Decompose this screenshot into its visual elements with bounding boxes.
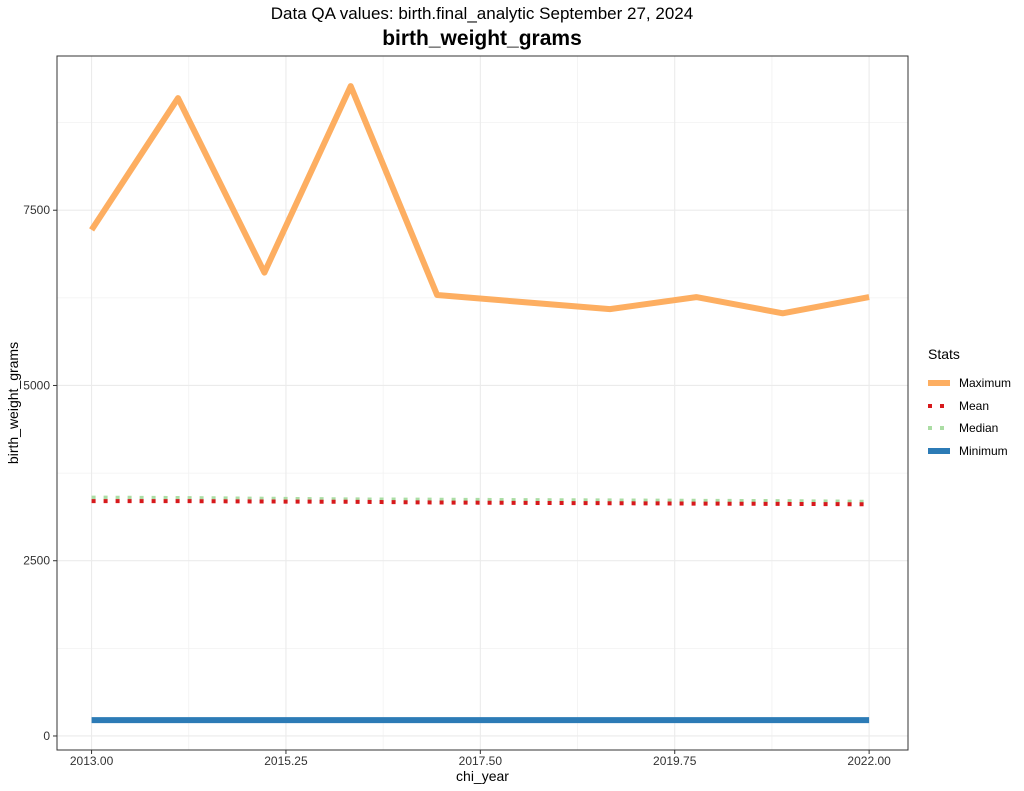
y-tick-label: 7500: [23, 203, 50, 217]
legend-label-minimum: Minimum: [959, 443, 1008, 458]
legend-item-minimum: Minimum: [928, 440, 1011, 463]
y-axis-title: birth_weight_grams: [5, 342, 21, 464]
legend-key-median: [928, 422, 950, 434]
legend-items: Maximum Mean Median Minimum: [928, 372, 1011, 462]
legend-title: Stats: [928, 346, 960, 362]
legend: Stats Maximum Mean Median Minimum: [928, 346, 1011, 462]
legend-item-median: Median: [928, 417, 1011, 440]
legend-label-maximum: Maximum: [959, 376, 1012, 391]
chart-title: birth_weight_grams: [382, 27, 582, 50]
chart-subtitle: Data QA values: birth.final_analytic Sep…: [270, 4, 694, 23]
y-tick-label: 5000: [23, 378, 50, 392]
legend-item-maximum: Maximum: [928, 372, 1011, 395]
y-tick-label: 0: [43, 729, 50, 743]
x-tick-label: 2022.00: [847, 754, 891, 768]
legend-key-maximum: [928, 377, 950, 389]
x-tick-label: 2017.50: [459, 754, 503, 768]
y-tick-label: 2500: [23, 554, 50, 568]
legend-item-mean: Mean: [928, 395, 1011, 418]
series-line-maximum: [89, 83, 870, 317]
legend-label-median: Median: [959, 421, 999, 436]
x-tick-label: 2019.75: [653, 754, 697, 768]
legend-label-mean: Mean: [959, 398, 990, 413]
x-tick-label: 2013.00: [70, 754, 114, 768]
x-tick-label: 2015.25: [264, 754, 308, 768]
legend-key-minimum: [928, 445, 950, 457]
legend-key-mean: [928, 400, 950, 412]
plot-panel: [57, 56, 908, 750]
x-axis-title: chi_year: [456, 768, 509, 784]
plot-border: [56, 55, 909, 751]
